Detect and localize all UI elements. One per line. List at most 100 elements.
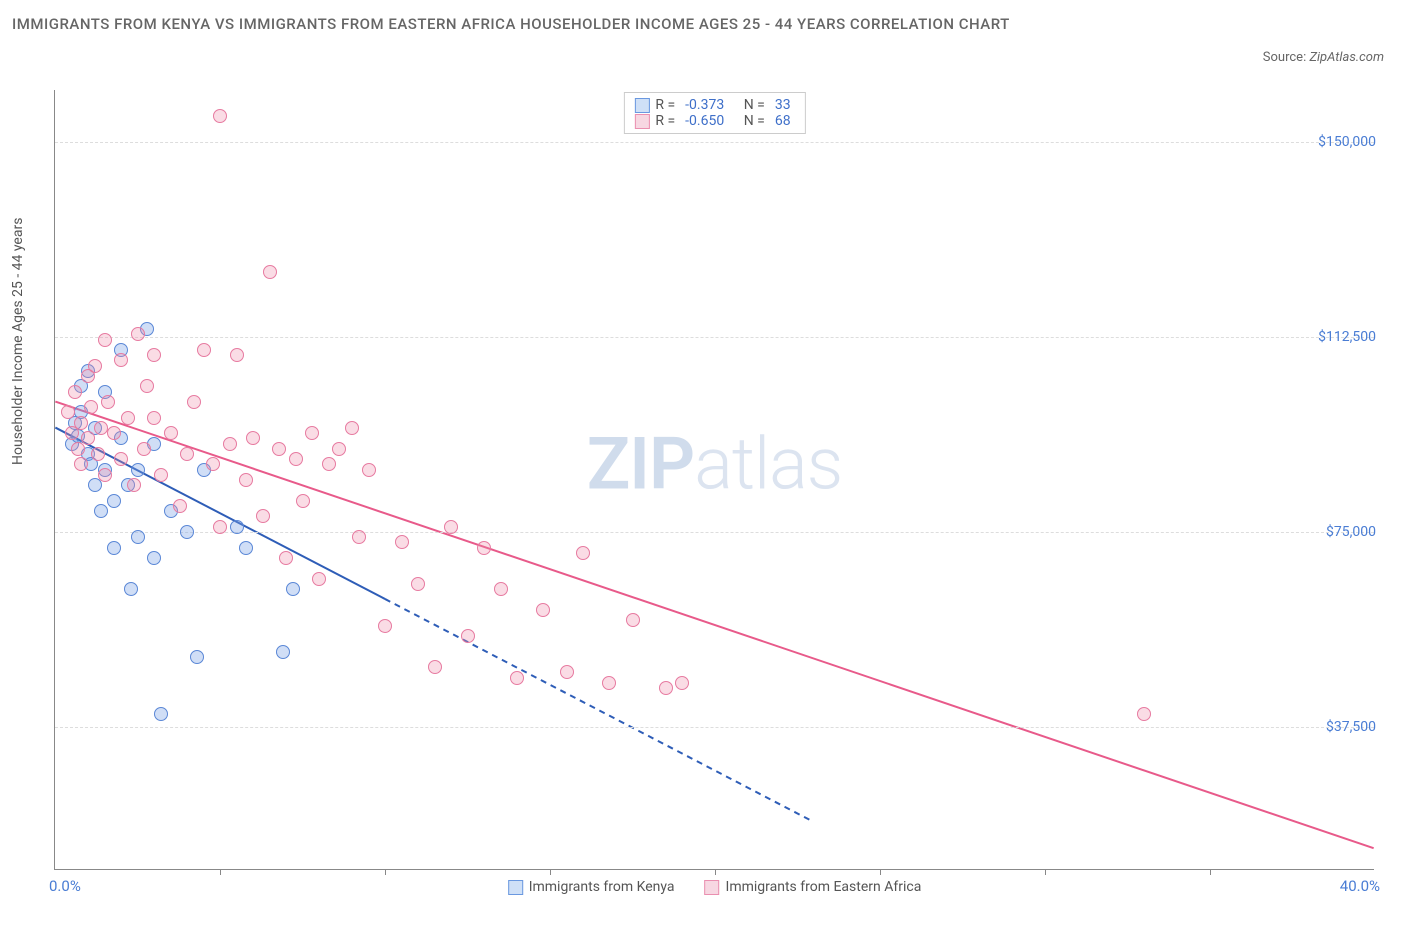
data-point-kenya <box>154 707 168 721</box>
data-point-kenya <box>147 551 161 565</box>
stats-legend: R = -0.373 N = 33 R = -0.650 N = 68 <box>623 92 805 134</box>
data-point-eastern_africa <box>345 421 359 435</box>
data-point-eastern_africa <box>127 478 141 492</box>
data-point-kenya <box>180 525 194 539</box>
data-point-eastern_africa <box>494 582 508 596</box>
x-tick <box>880 869 881 875</box>
data-point-eastern_africa <box>602 676 616 690</box>
legend-item-eastern-africa: Immigrants from Eastern Africa <box>705 879 922 895</box>
data-point-eastern_africa <box>428 660 442 674</box>
data-point-eastern_africa <box>137 442 151 456</box>
n-label: N = <box>744 113 765 129</box>
data-point-eastern_africa <box>230 348 244 362</box>
r-value: -0.373 <box>685 97 724 113</box>
gridline-h <box>55 142 1374 143</box>
r-value: -0.650 <box>685 113 724 129</box>
data-point-eastern_africa <box>461 629 475 643</box>
data-point-eastern_africa <box>444 520 458 534</box>
data-point-kenya <box>107 494 121 508</box>
x-tick <box>220 869 221 875</box>
data-point-eastern_africa <box>1137 707 1151 721</box>
data-point-eastern_africa <box>395 535 409 549</box>
x-tick <box>1045 869 1046 875</box>
data-point-eastern_africa <box>296 494 310 508</box>
data-point-eastern_africa <box>107 426 121 440</box>
data-point-kenya <box>131 530 145 544</box>
data-point-eastern_africa <box>223 437 237 451</box>
data-point-eastern_africa <box>154 468 168 482</box>
data-point-kenya <box>276 645 290 659</box>
plot-area: ZIPatlas R = -0.373 N = 33 R = -0.650 N … <box>54 90 1374 870</box>
data-point-eastern_africa <box>213 520 227 534</box>
x-tick <box>1210 869 1211 875</box>
data-point-kenya <box>230 520 244 534</box>
n-value: 68 <box>775 113 791 129</box>
data-point-kenya <box>107 541 121 555</box>
data-point-kenya <box>94 504 108 518</box>
source-prefix: Source: <box>1263 50 1310 65</box>
n-label: N = <box>744 97 765 113</box>
r-label: R = <box>655 97 675 113</box>
data-point-eastern_africa <box>180 447 194 461</box>
data-point-eastern_africa <box>74 416 88 430</box>
data-point-kenya <box>239 541 253 555</box>
data-point-eastern_africa <box>279 551 293 565</box>
data-point-kenya <box>124 582 138 596</box>
swatch-kenya-icon <box>634 98 649 113</box>
data-point-eastern_africa <box>74 457 88 471</box>
data-point-eastern_africa <box>121 411 135 425</box>
data-point-eastern_africa <box>263 265 277 279</box>
data-point-kenya <box>131 463 145 477</box>
y-axis-label: Householder Income Ages 25 - 44 years <box>10 218 26 465</box>
data-point-eastern_africa <box>256 509 270 523</box>
data-point-eastern_africa <box>88 359 102 373</box>
data-point-eastern_africa <box>289 452 303 466</box>
data-point-eastern_africa <box>305 426 319 440</box>
data-point-eastern_africa <box>187 395 201 409</box>
data-point-eastern_africa <box>140 379 154 393</box>
swatch-kenya-icon <box>508 880 523 895</box>
watermark: ZIPatlas <box>587 421 843 506</box>
data-point-eastern_africa <box>576 546 590 560</box>
data-point-eastern_africa <box>322 457 336 471</box>
y-tick-label: $112,500 <box>1318 329 1376 345</box>
watermark-bold: ZIP <box>587 421 694 506</box>
data-point-eastern_africa <box>378 619 392 633</box>
data-point-eastern_africa <box>114 353 128 367</box>
data-point-eastern_africa <box>147 348 161 362</box>
data-point-eastern_africa <box>173 499 187 513</box>
watermark-light: atlas <box>694 421 842 506</box>
data-point-eastern_africa <box>81 431 95 445</box>
y-tick-label: $75,000 <box>1326 524 1376 540</box>
data-point-eastern_africa <box>213 109 227 123</box>
data-point-eastern_africa <box>94 421 108 435</box>
data-point-eastern_africa <box>98 333 112 347</box>
data-point-eastern_africa <box>91 447 105 461</box>
data-point-eastern_africa <box>206 457 220 471</box>
data-point-eastern_africa <box>536 603 550 617</box>
data-point-eastern_africa <box>61 405 75 419</box>
r-label: R = <box>655 113 675 129</box>
data-point-eastern_africa <box>101 395 115 409</box>
data-point-eastern_africa <box>147 411 161 425</box>
data-point-eastern_africa <box>352 530 366 544</box>
source-name: ZipAtlas.com <box>1309 50 1384 65</box>
chart-title: IMMIGRANTS FROM KENYA VS IMMIGRANTS FROM… <box>12 12 1112 36</box>
data-point-eastern_africa <box>84 400 98 414</box>
data-point-eastern_africa <box>362 463 376 477</box>
source-credit: Source: ZipAtlas.com <box>1263 50 1384 65</box>
data-point-eastern_africa <box>164 426 178 440</box>
data-point-eastern_africa <box>68 385 82 399</box>
data-point-eastern_africa <box>98 468 112 482</box>
stats-row-eastern-africa: R = -0.650 N = 68 <box>634 113 794 129</box>
gridline-h <box>55 337 1374 338</box>
n-value: 33 <box>775 97 791 113</box>
y-tick-label: $37,500 <box>1326 719 1376 735</box>
data-point-eastern_africa <box>239 473 253 487</box>
data-point-kenya <box>190 650 204 664</box>
data-point-eastern_africa <box>114 452 128 466</box>
legend-item-kenya: Immigrants from Kenya <box>508 879 675 895</box>
series-legend: Immigrants from Kenya Immigrants from Ea… <box>508 879 922 895</box>
gridline-h <box>55 727 1374 728</box>
data-point-eastern_africa <box>560 665 574 679</box>
